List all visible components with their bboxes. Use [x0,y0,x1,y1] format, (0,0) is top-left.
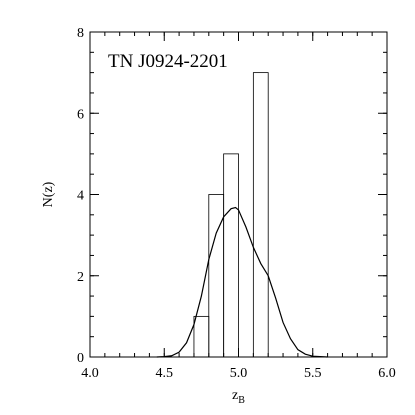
tick-labels: 4.0 4.5 5.0 5.5 6.0 0 2 4 6 8 [77,26,396,381]
x-axis-label-subscript: B [238,395,245,406]
x-tick-label: 5.0 [230,366,248,381]
density-curve [156,206,328,358]
axis-ticks [89,31,388,358]
y-tick-label: 6 [77,107,84,122]
histogram-bar [193,315,210,358]
y-tick-label: 4 [77,189,84,204]
histogram-bar [252,72,269,358]
x-tick-label: 4.5 [156,366,174,381]
y-tick-label: 8 [77,26,84,41]
histogram-bar [208,194,225,358]
x-axis-label-main: z [232,388,238,403]
x-tick-label: 5.5 [304,366,322,381]
y-tick-label: 2 [77,270,84,285]
histogram-bars [193,72,269,358]
x-tick-label: 4.0 [81,366,99,381]
y-tick-label: 0 [77,351,84,366]
y-axis-label: N(z) [41,181,56,207]
x-axis-label: zB [232,388,245,406]
histogram-bar [223,153,239,358]
chart-title: TN J0924-2201 [108,51,228,72]
x-tick-label: 6.0 [378,366,396,381]
